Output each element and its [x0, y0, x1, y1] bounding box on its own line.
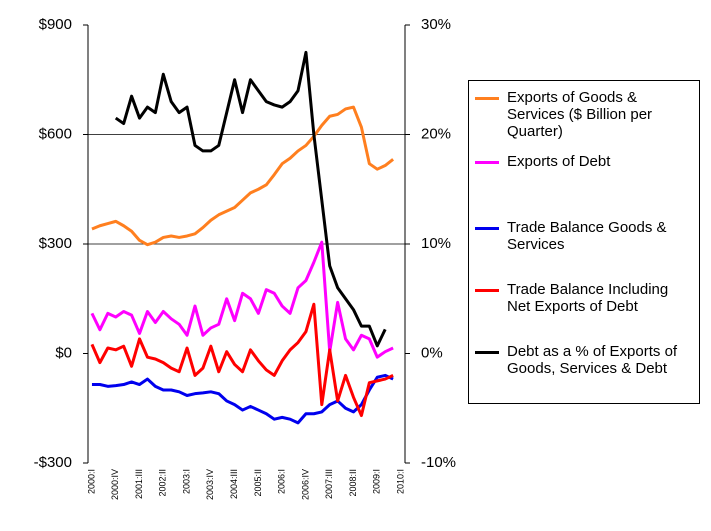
legend-label: Trade Balance Goods & Services — [507, 219, 667, 253]
legend-label: Debt as a % of Exports of Goods, Service… — [507, 343, 678, 377]
x-tick-label: 2000:IV — [110, 469, 120, 500]
x-tick-label: 2003:I — [181, 469, 191, 494]
x-tick-label: 2008:II — [348, 469, 358, 497]
legend: Exports of Goods & Services ($ Billion p… — [468, 80, 700, 404]
y-tick-label: $600 — [39, 125, 72, 142]
x-tick-label: 2001:III — [134, 469, 144, 499]
x-tick-label: 2005:II — [253, 469, 263, 497]
x-tick-label: 2010:I — [395, 469, 405, 494]
legend-swatch — [475, 97, 499, 100]
legend-item: Debt as a % of Exports of Goods, Service… — [475, 343, 697, 377]
legend-swatch — [475, 351, 499, 354]
y2-tick-label: 30% — [421, 16, 451, 33]
series-line — [90, 240, 394, 359]
x-tick-label: 2006:I — [277, 469, 287, 494]
x-tick-label: 2003:IV — [205, 469, 215, 500]
legend-swatch — [475, 161, 499, 164]
legend-item: Trade Balance Goods & Services — [475, 219, 697, 253]
series-line — [90, 302, 394, 418]
legend-swatch — [475, 227, 499, 230]
series-line — [91, 105, 395, 247]
y-tick-label: $0 — [55, 344, 72, 361]
legend-label: Exports of Debt — [507, 153, 611, 170]
legend-item: Exports of Goods & Services ($ Billion p… — [475, 89, 697, 140]
x-tick-label: 2007:III — [324, 469, 334, 499]
y2-tick-label: -10% — [421, 454, 456, 471]
y2-tick-label: 0% — [421, 344, 443, 361]
x-tick-label: 2000:I — [86, 469, 96, 494]
legend-label: Trade Balance Including Net Exports of D… — [507, 281, 669, 315]
y2-tick-label: 10% — [421, 235, 451, 252]
x-tick-label: 2002:II — [158, 469, 168, 497]
y-tick-label: -$300 — [34, 454, 72, 471]
x-tick-label: 2009:I — [372, 469, 382, 494]
series-line — [114, 50, 387, 348]
y-tick-label: $300 — [39, 235, 72, 252]
series-line — [91, 373, 394, 425]
y2-tick-label: 20% — [421, 125, 451, 142]
legend-item: Trade Balance Including Net Exports of D… — [475, 281, 697, 315]
legend-label: Exports of Goods & Services ($ Billion p… — [507, 89, 653, 140]
x-tick-label: 2006:IV — [300, 469, 310, 500]
y-tick-label: $900 — [39, 16, 72, 33]
legend-item: Exports of Debt — [475, 153, 697, 170]
legend-swatch — [475, 289, 499, 292]
x-tick-label: 2004:III — [229, 469, 239, 499]
